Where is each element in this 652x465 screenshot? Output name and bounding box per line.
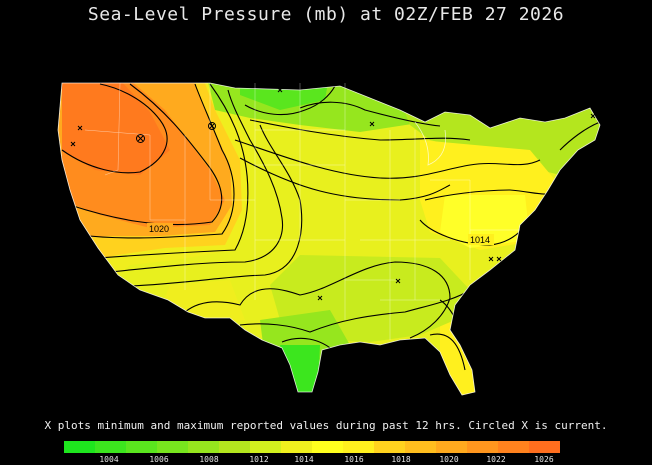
legend-swatch <box>436 441 467 453</box>
color-legend <box>64 441 560 453</box>
legend-swatch <box>188 441 219 453</box>
legend-swatch <box>343 441 374 453</box>
legend-swatch <box>405 441 436 453</box>
legend-swatch <box>467 441 498 453</box>
pressure-map: 1020 1014 <box>57 82 601 396</box>
legend-swatch <box>498 441 529 453</box>
legend-tick-label: 1004 <box>99 455 119 464</box>
legend-tick-label: 1020 <box>439 455 459 464</box>
legend-tick-label: 1014 <box>294 455 314 464</box>
legend-swatch <box>312 441 343 453</box>
legend-tick-label: 1012 <box>249 455 269 464</box>
map-title: Sea-Level Pressure (mb) at 02Z/FEB 27 20… <box>87 4 565 25</box>
map-caption: X plots minimum and maximum reported val… <box>44 419 608 432</box>
min-marker-1 <box>369 121 375 127</box>
legend-tick-label: 1018 <box>391 455 411 464</box>
legend-swatch <box>64 441 95 453</box>
legend-tick-label: 1008 <box>199 455 219 464</box>
station-markers <box>70 87 596 301</box>
legend-tick-label: 1006 <box>149 455 169 464</box>
contour-label-1014: 1014 <box>470 235 490 245</box>
legend-swatch <box>95 441 126 453</box>
legend-tick-label: 1022 <box>486 455 506 464</box>
legend-swatch <box>529 441 560 453</box>
legend-swatch <box>219 441 250 453</box>
min-marker-6 <box>317 295 323 301</box>
min-marker-2 <box>590 113 596 119</box>
min-marker-3 <box>488 256 494 262</box>
max-marker-1 <box>277 87 283 93</box>
legend-swatch <box>157 441 188 453</box>
legend-swatch <box>374 441 405 453</box>
min-marker-5 <box>395 278 401 284</box>
legend-swatch <box>281 441 312 453</box>
current-marker-2 <box>209 123 215 129</box>
legend-tick-label: 1026 <box>534 455 554 464</box>
legend-swatch <box>250 441 281 453</box>
current-marker-1 <box>137 135 144 142</box>
legend-swatch <box>126 441 157 453</box>
legend-ticks: 1004 1006 1008 1012 1014 1016 1018 1020 1022 1026 <box>64 455 560 465</box>
legend-tick-label: 1016 <box>344 455 364 464</box>
contour-label-1020: 1020 <box>149 224 169 234</box>
min-marker-4 <box>496 256 502 262</box>
max-marker-3 <box>70 141 76 147</box>
max-marker-2 <box>77 125 83 131</box>
